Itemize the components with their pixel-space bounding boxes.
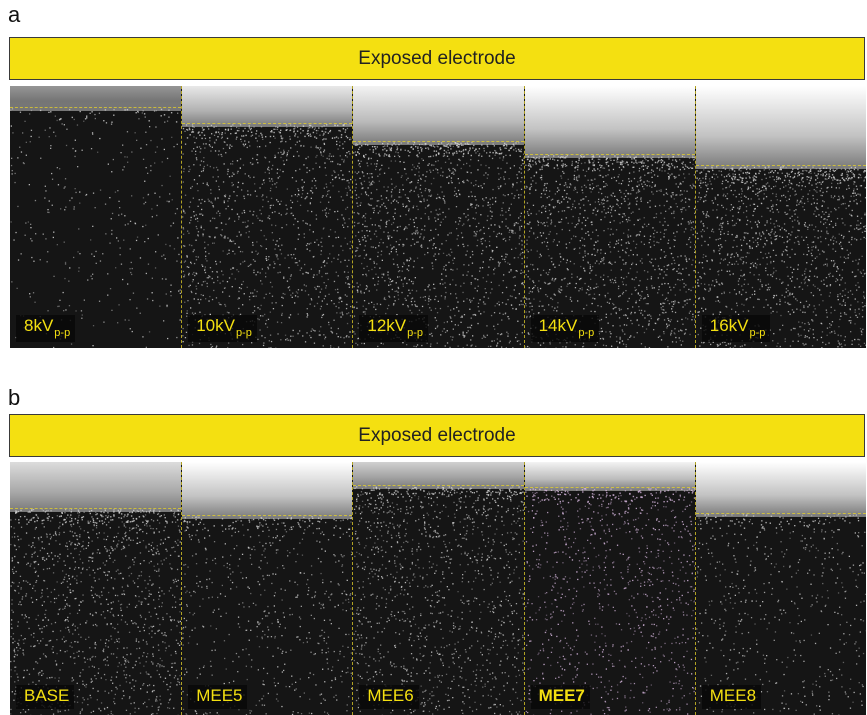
panel-a-tile-1: 8kVp-p (10, 86, 182, 348)
discharge-glow (695, 462, 866, 517)
plasma-front-line (10, 107, 182, 108)
plasma-front-line (353, 485, 524, 486)
plasma-front-line (695, 165, 866, 166)
plasma-front-line (182, 123, 353, 124)
speckle-texture (182, 516, 353, 715)
speckle-texture (353, 142, 524, 348)
tile-caption-text: 12kV (367, 315, 407, 335)
tile-caption-text: 14kV (538, 315, 578, 335)
panel-b-electrode-banner: Exposed electrode (9, 414, 865, 457)
plasma-front-line (524, 487, 695, 488)
speckle-texture (182, 124, 353, 348)
tile-caption: MEE5 (188, 685, 248, 709)
tile-caption-text: 16kV (709, 315, 749, 335)
tile-caption-subscript: p-p (54, 326, 71, 339)
plasma-front-line (182, 515, 353, 516)
panel-a-label: a (8, 2, 21, 27)
tile-caption: MEE6 (359, 685, 419, 709)
panel-a-electrode-banner: Exposed electrode (9, 37, 865, 80)
panel-b-label: b (8, 385, 21, 410)
speckle-texture (353, 486, 524, 715)
panel-b-tile-1: BASE (10, 462, 182, 715)
speckle-texture (524, 488, 695, 715)
panel-a-tile-2: 10kVp-p (181, 86, 353, 348)
tile-caption: 16kVp-p (701, 314, 771, 342)
panel-a-image-strip: 8kVp-p 10kVp-p 12kVp-p 14kVp-p 16kVp-p (10, 86, 866, 348)
tile-caption: MEE7 (530, 685, 590, 709)
panel-b-tile-3: MEE6 (352, 462, 524, 715)
tile-caption-text: MEE7 (538, 686, 585, 706)
tile-caption-subscript: p-p (407, 326, 424, 339)
discharge-glow (182, 86, 353, 127)
panel-a-tile-5: 16kVp-p (694, 86, 866, 348)
discharge-glow (353, 86, 524, 145)
tile-caption: BASE (16, 685, 75, 709)
tile-caption-text: 10kV (196, 315, 235, 335)
tile-caption-subscript: p-p (235, 326, 252, 339)
plasma-front-line (695, 513, 866, 514)
plasma-front-line (10, 508, 182, 509)
speckle-texture (695, 166, 866, 348)
discharge-glow (10, 462, 182, 512)
plasma-front-line (353, 141, 524, 142)
speckle-texture (695, 514, 866, 715)
tile-caption-subscript: p-p (578, 326, 595, 339)
speckle-texture (524, 155, 695, 348)
plasma-front-line (524, 154, 695, 155)
tile-caption-text: MEE6 (367, 686, 414, 706)
panel-b-tile-2: MEE5 (181, 462, 353, 715)
discharge-glow (182, 462, 353, 519)
discharge-glow (353, 462, 524, 489)
tile-caption: 14kVp-p (530, 314, 600, 342)
panel-b-tile-5: MEE8 (694, 462, 866, 715)
tile-caption: 12kVp-p (359, 314, 429, 342)
tile-caption-text: MEE5 (196, 686, 243, 706)
panel-a-tile-4: 14kVp-p (523, 86, 695, 348)
discharge-glow (10, 86, 182, 111)
tile-caption-subscript: p-p (749, 326, 766, 339)
panel-a-tile-3: 12kVp-p (352, 86, 524, 348)
discharge-glow (524, 86, 695, 158)
tile-caption: MEE8 (701, 685, 762, 709)
tile-caption: 10kVp-p (188, 314, 257, 342)
panel-b-image-strip: BASE MEE5 MEE6 MEE7 MEE8 (10, 462, 866, 715)
speckle-texture (10, 509, 181, 715)
speckle-texture (10, 108, 181, 348)
tile-caption: 8kVp-p (16, 314, 76, 342)
discharge-glow (524, 462, 695, 491)
tile-caption-text: 8kV (24, 315, 54, 335)
tile-caption-text: MEE8 (709, 686, 757, 706)
panel-b-tile-4: MEE7 (523, 462, 695, 715)
tile-caption-text: BASE (24, 686, 70, 706)
discharge-glow (695, 86, 866, 169)
